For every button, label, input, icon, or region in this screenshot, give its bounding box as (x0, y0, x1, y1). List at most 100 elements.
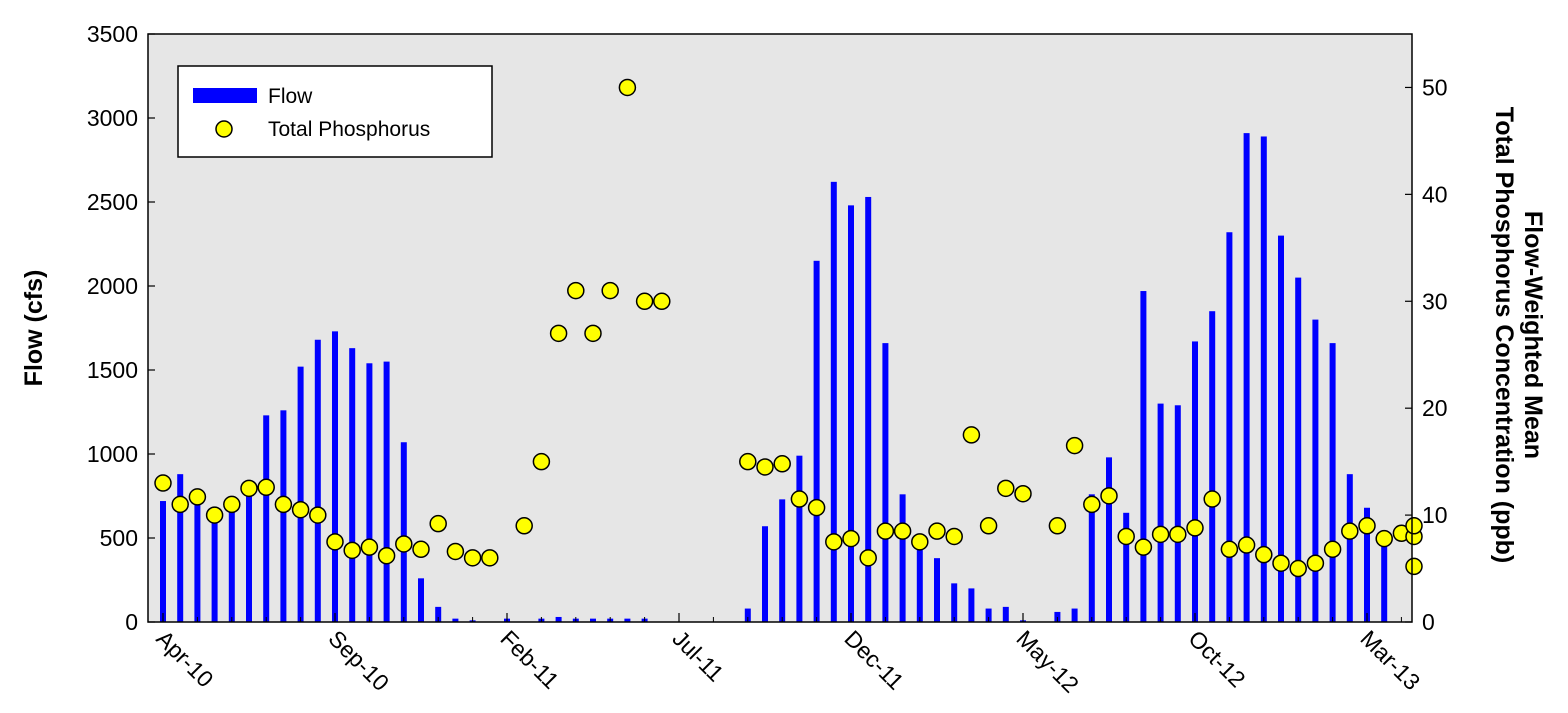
flow-bar (830, 181, 837, 622)
phosphorus-point (1375, 529, 1393, 548)
phosphorus-point (618, 78, 637, 97)
phosphorus-point (412, 540, 430, 559)
flow-bar (435, 606, 442, 622)
phosphorus-point (154, 474, 172, 492)
phosphorus-point (911, 533, 929, 551)
x-tick-label: Mar-13 (1355, 625, 1425, 695)
flow-bar (916, 544, 923, 622)
phosphorus-point (997, 479, 1015, 498)
phosphorus-point (188, 488, 207, 506)
flow-bar (1295, 277, 1302, 622)
flow-bar (1088, 494, 1095, 622)
flow-bar (813, 260, 820, 622)
phosphorus-point (1220, 540, 1239, 559)
flow-bar (1192, 341, 1198, 622)
phosphorus-point (893, 522, 912, 540)
plot-frame (147, 33, 1413, 623)
flow-bar (177, 474, 184, 622)
right-tick-label: 30 (1422, 288, 1448, 314)
flow-bar (1312, 319, 1319, 622)
flow-bar (1140, 291, 1147, 622)
phosphorus-point (223, 495, 241, 514)
phosphorus-point (653, 292, 671, 311)
phosphorus-point (326, 533, 344, 551)
flow-bar (1157, 403, 1164, 622)
flow-bar (418, 578, 424, 622)
flow-bar (1346, 474, 1353, 622)
phosphorus-point (429, 514, 447, 533)
legend-flow-label: Flow (268, 85, 313, 108)
legend-phosphorus-marker (215, 120, 233, 138)
right-axis-ticks: 0 10 20 30 40 50 (1405, 74, 1448, 635)
phosphorus-point (1405, 557, 1423, 576)
flow-bar (1174, 405, 1181, 622)
phosphorus-points (154, 78, 1423, 578)
left-tick-label: 1000 (87, 441, 138, 467)
phosphorus-point (1169, 525, 1187, 544)
flow-bar (349, 348, 356, 622)
x-tick-label: Dec-11 (839, 625, 909, 695)
x-tick-label: Feb-11 (495, 625, 564, 694)
phosphorus-point (1151, 525, 1170, 544)
right-tick-label: 0 (1422, 609, 1435, 635)
flow-bar (848, 205, 854, 623)
right-tick-label: 10 (1422, 502, 1448, 528)
x-tick-label: Oct-12 (1183, 625, 1250, 692)
flow-bar (246, 490, 252, 622)
phosphorus-point (979, 517, 998, 535)
phosphorus-point (1065, 436, 1084, 455)
phosphorus-point (1083, 495, 1101, 514)
phosphorus-point (377, 546, 396, 565)
flow-bar (899, 494, 906, 622)
phosphorus-point (859, 549, 877, 567)
flow-bar (1123, 512, 1130, 622)
flow-bar (882, 343, 889, 622)
flow-bar (314, 339, 321, 622)
phosphorus-point (1100, 487, 1118, 505)
flow-bar (228, 501, 235, 622)
left-tick-label: 3000 (87, 105, 138, 131)
phosphorus-point (463, 549, 482, 567)
phosphorus-point (446, 542, 465, 561)
flow-bar (1329, 343, 1336, 622)
phosphorus-point (790, 490, 809, 508)
flow-bar (1260, 136, 1267, 623)
phosphorus-point (756, 458, 774, 476)
flow-bar (762, 526, 768, 622)
phosphorus-point (205, 506, 224, 524)
phosphorus-point (549, 324, 568, 343)
phosphorus-point (309, 506, 327, 524)
phosphorus-point (1186, 519, 1204, 537)
legend: Flow Total Phosphorus (177, 65, 493, 158)
right-axis-title-line-2: Total Phosphorus Concentration (ppb) (1490, 107, 1518, 563)
x-axis-ticks: Apr-10 Sep-10 Feb-11 Jul-11 Dec-11 May-12 Oct-… (151, 613, 1425, 698)
phosphorus-point (481, 549, 499, 567)
phosphorus-point (825, 533, 843, 551)
x-tick-label: Jul-11 (667, 625, 728, 686)
flow-bar (1381, 541, 1388, 622)
flow-bar (1054, 611, 1061, 622)
phosphorus-point (1048, 517, 1067, 535)
left-tick-label: 0 (125, 609, 138, 635)
left-tick-label: 1500 (87, 357, 138, 383)
flow-bar (400, 442, 407, 622)
phosphorus-point (1014, 484, 1032, 503)
phosphorus-point (739, 452, 757, 471)
flow-bar (160, 501, 166, 622)
phosphorus-point (945, 527, 963, 546)
flow-bar (1364, 507, 1370, 622)
legend-flow-swatch (193, 88, 257, 103)
flow-bar (865, 196, 872, 622)
right-tick-label: 40 (1422, 181, 1448, 207)
flow-bar (951, 583, 958, 622)
phosphorus-point (567, 281, 585, 300)
flow-bar (744, 608, 751, 622)
flow-bar (779, 499, 786, 622)
flow-bar (985, 608, 992, 622)
flow-bar (1106, 457, 1112, 622)
right-axis-title-line-1: Flow-Weighted Mean (1519, 211, 1547, 459)
phosphorus-point (240, 479, 258, 498)
phosphorus-point (1358, 517, 1376, 535)
phosphorus-point (962, 426, 981, 444)
